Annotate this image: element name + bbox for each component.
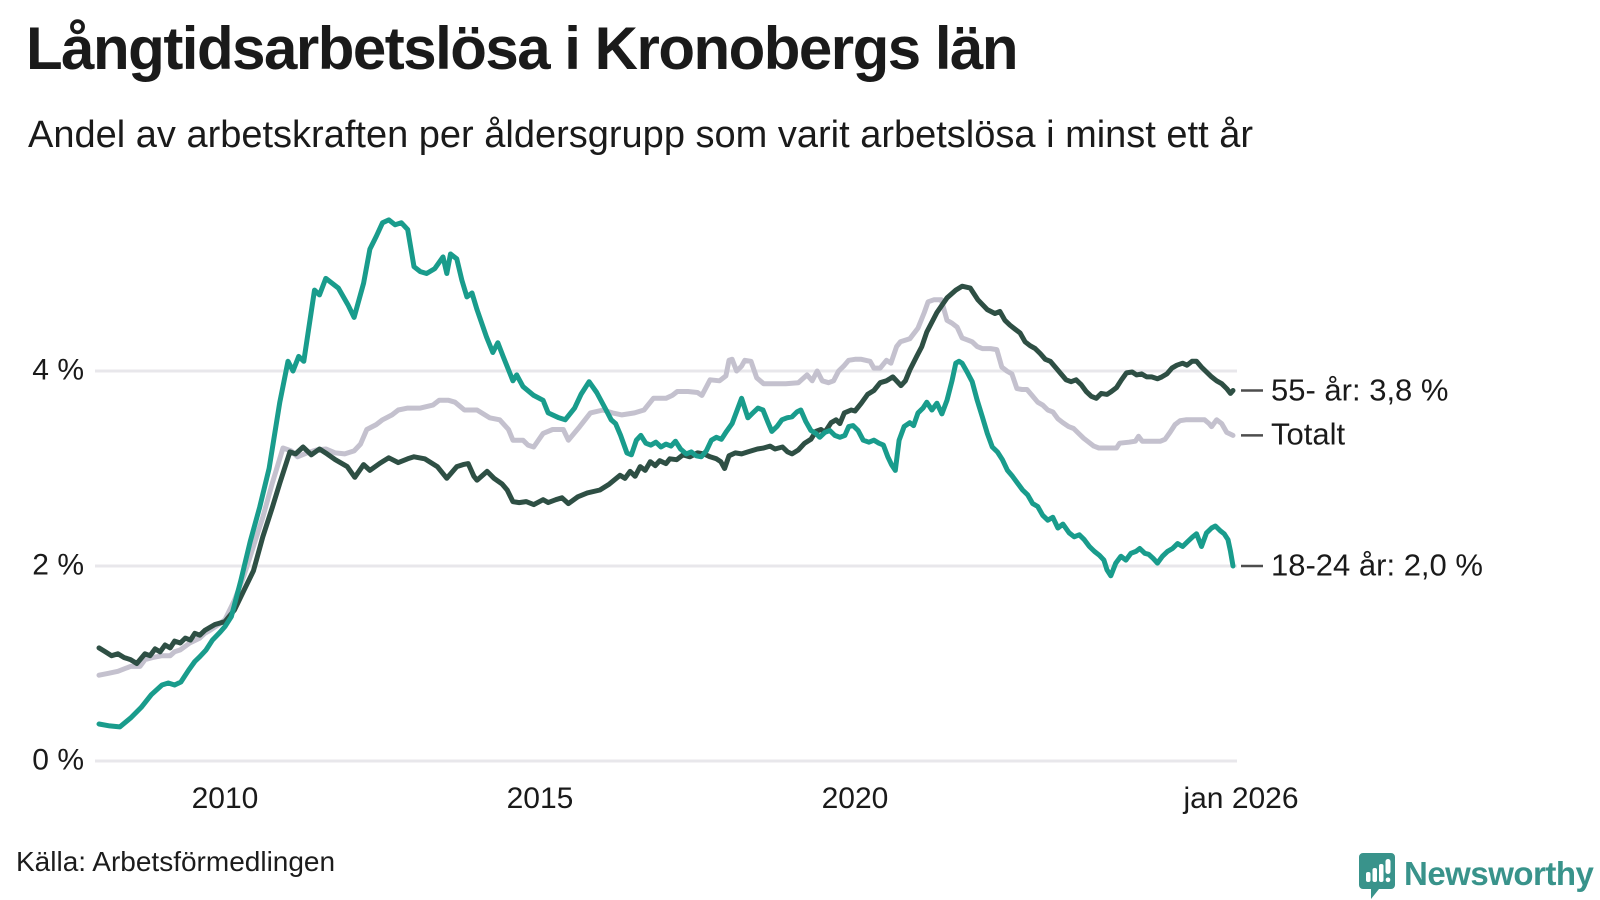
x-tick-label: jan 2026 bbox=[1183, 782, 1299, 815]
brand-name: Newsworthy bbox=[1404, 855, 1594, 892]
line-55-r bbox=[96, 283, 1236, 666]
source-note: Källa: Arbetsförmedlingen bbox=[16, 846, 336, 877]
page-subtitle: Andel av arbetskraften per åldersgrupp s… bbox=[28, 114, 1254, 156]
series-label-18-24-r: 18-24 år: 2,0 % bbox=[1271, 547, 1483, 583]
y-tick-label: 0 % bbox=[32, 743, 84, 777]
x-tick-label: 2010 bbox=[191, 782, 259, 815]
line-totalt bbox=[96, 297, 1236, 678]
brand-logo: Newsworthy bbox=[1358, 852, 1594, 900]
y-tick-label: 2 % bbox=[32, 548, 84, 582]
x-tick-label: 2015 bbox=[506, 782, 574, 815]
y-tick-label: 4 % bbox=[32, 353, 84, 387]
newsworthy-icon bbox=[1359, 853, 1395, 899]
page-title: Långtidsarbetslösa i Kronobergs län bbox=[26, 15, 1019, 82]
x-tick-label: 2020 bbox=[821, 782, 889, 815]
line-18-24-r bbox=[96, 217, 1236, 730]
series-label-55-r: 55- år: 3,8 % bbox=[1271, 371, 1449, 407]
series-label-totalt: Totalt bbox=[1271, 416, 1346, 452]
